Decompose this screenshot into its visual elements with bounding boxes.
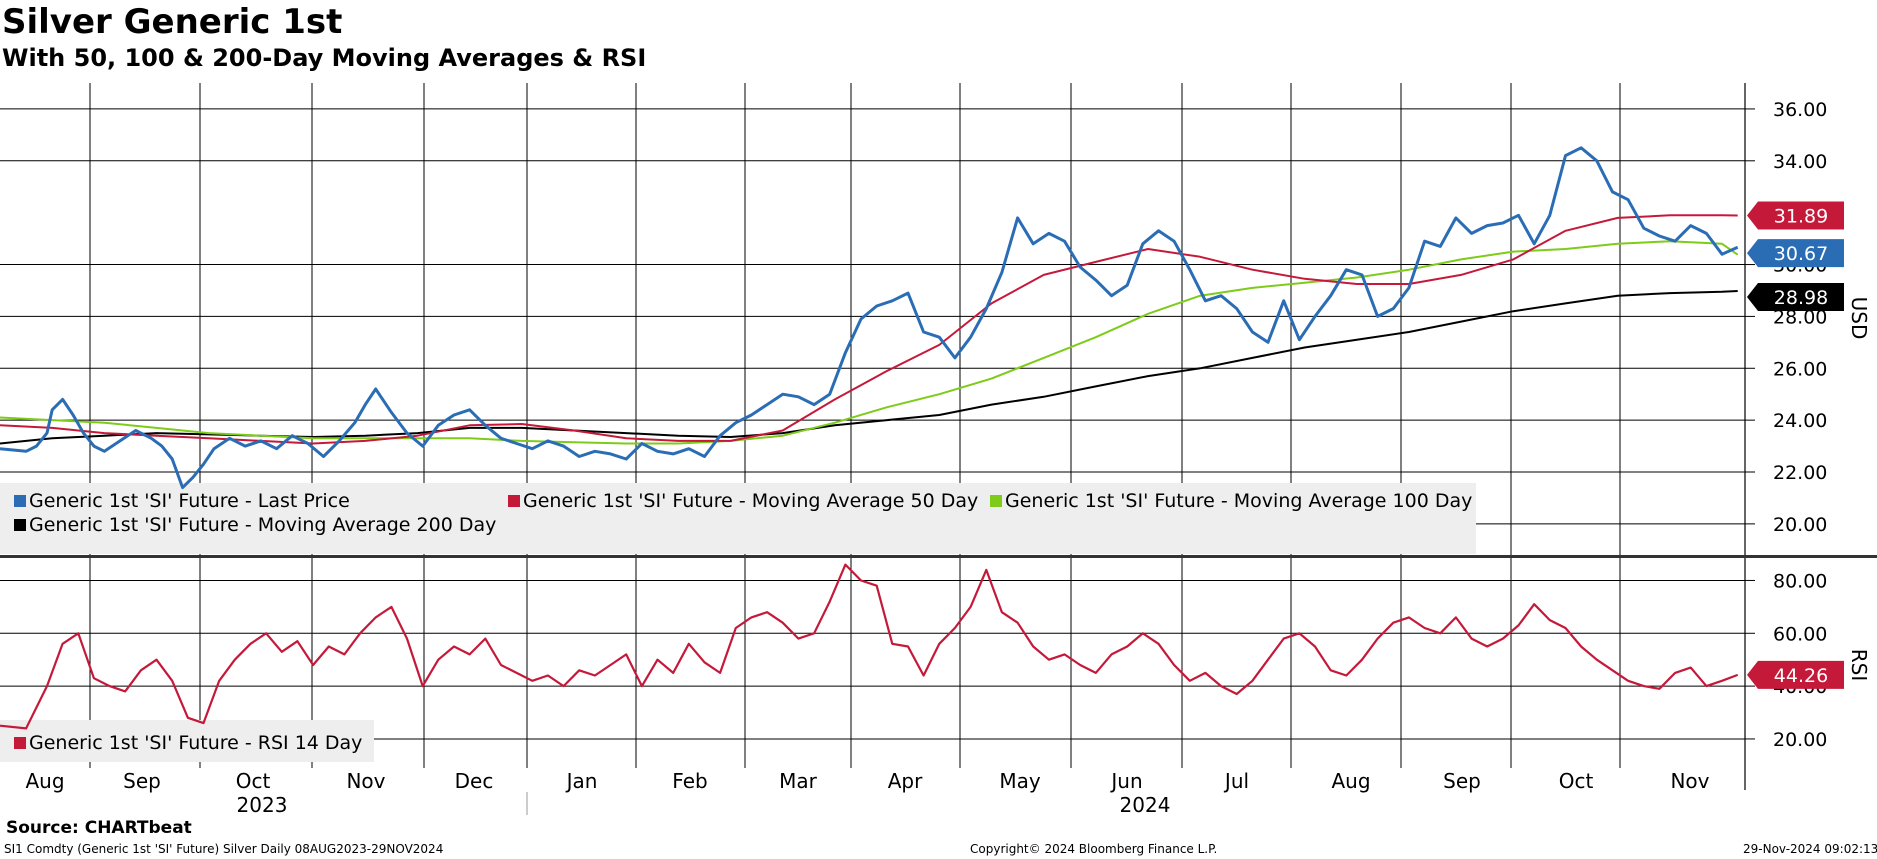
x-month-label: Oct xyxy=(236,769,271,793)
x-month-label: Nov xyxy=(1670,769,1709,793)
rsi-ytick-label: 20.00 xyxy=(1773,729,1827,751)
x-month-label: Feb xyxy=(672,769,707,793)
price-ytick-label: 26.00 xyxy=(1773,358,1827,380)
rsi-legend-label: Generic 1st 'SI' Future - RSI 14 Day xyxy=(29,732,362,754)
x-month-label: Jan xyxy=(565,769,598,793)
chart-title: Silver Generic 1st xyxy=(2,2,343,42)
ma200-value-tag: 28.98 xyxy=(1774,287,1828,309)
legend-swatch xyxy=(14,495,26,507)
price-line xyxy=(0,146,1739,490)
rsi-legend-bg xyxy=(0,720,374,762)
x-month-label: Sep xyxy=(123,769,161,793)
x-month-label: Mar xyxy=(779,769,818,793)
x-month-label: Jun xyxy=(1109,769,1142,793)
x-year-label: 2024 xyxy=(1120,793,1171,817)
rsi-line xyxy=(0,563,1739,730)
price-ytick-label: 24.00 xyxy=(1773,410,1827,432)
ma50-line xyxy=(0,214,1738,445)
x-month-label: Sep xyxy=(1443,769,1481,793)
legend-swatch xyxy=(14,519,26,531)
footer-timestamp: 29-Nov-2024 09:02:13 xyxy=(1743,842,1877,856)
price-axis-label: USD xyxy=(1847,297,1871,340)
x-month-label: Aug xyxy=(1331,769,1370,793)
x-month-label: Oct xyxy=(1559,769,1594,793)
price-ytick-label: 28.00 xyxy=(1773,306,1827,328)
rsi-value-tag-bg xyxy=(1747,660,1844,689)
legend-label: Generic 1st 'SI' Future - Moving Average… xyxy=(1005,490,1472,512)
x-month-label: Apr xyxy=(888,769,923,793)
price-ytick-label: 20.00 xyxy=(1773,514,1827,536)
price-value-tag-bg xyxy=(1747,239,1844,268)
price-ytick-label: 36.00 xyxy=(1773,99,1827,121)
rsi-ytick-label: 60.00 xyxy=(1773,623,1827,645)
price-ytick-label: 22.00 xyxy=(1773,462,1827,484)
x-month-label: Dec xyxy=(455,769,494,793)
x-month-label: Aug xyxy=(25,769,64,793)
rsi-value-tag: 44.26 xyxy=(1774,665,1828,687)
x-month-label: May xyxy=(999,769,1041,793)
footer-source: Source: CHARTbeat xyxy=(6,818,192,838)
legend-swatch xyxy=(508,495,520,507)
ma50-value-tag-bg xyxy=(1747,201,1844,230)
legend-label: Generic 1st 'SI' Future - Moving Average… xyxy=(29,514,496,536)
x-month-label: Jul xyxy=(1223,769,1249,793)
chart-subtitle: With 50, 100 & 200-Day Moving Averages &… xyxy=(2,44,647,72)
footer-copyright: Copyright© 2024 Bloomberg Finance L.P. xyxy=(970,842,1218,856)
price-value-tag: 30.67 xyxy=(1774,243,1828,265)
x-year-label: 2023 xyxy=(237,793,288,817)
ma100-line xyxy=(0,240,1739,445)
legend-swatch xyxy=(990,495,1002,507)
legend-label: Generic 1st 'SI' Future - Moving Average… xyxy=(523,490,978,512)
ma200-value-tag-bg xyxy=(1747,282,1844,311)
rsi-ytick-label: 80.00 xyxy=(1773,570,1827,592)
footer-ticker: SI1 Comdty (Generic 1st 'SI' Future) Sil… xyxy=(4,842,444,856)
x-month-label: Nov xyxy=(346,769,385,793)
ma50-value-tag: 31.89 xyxy=(1774,206,1828,228)
rsi-legend-swatch xyxy=(14,737,26,749)
price-ytick-label: 34.00 xyxy=(1773,151,1827,173)
rsi-axis-label: RSI xyxy=(1847,649,1871,682)
legend-label: Generic 1st 'SI' Future - Last Price xyxy=(29,490,350,512)
price-legend-bg xyxy=(0,483,1476,554)
